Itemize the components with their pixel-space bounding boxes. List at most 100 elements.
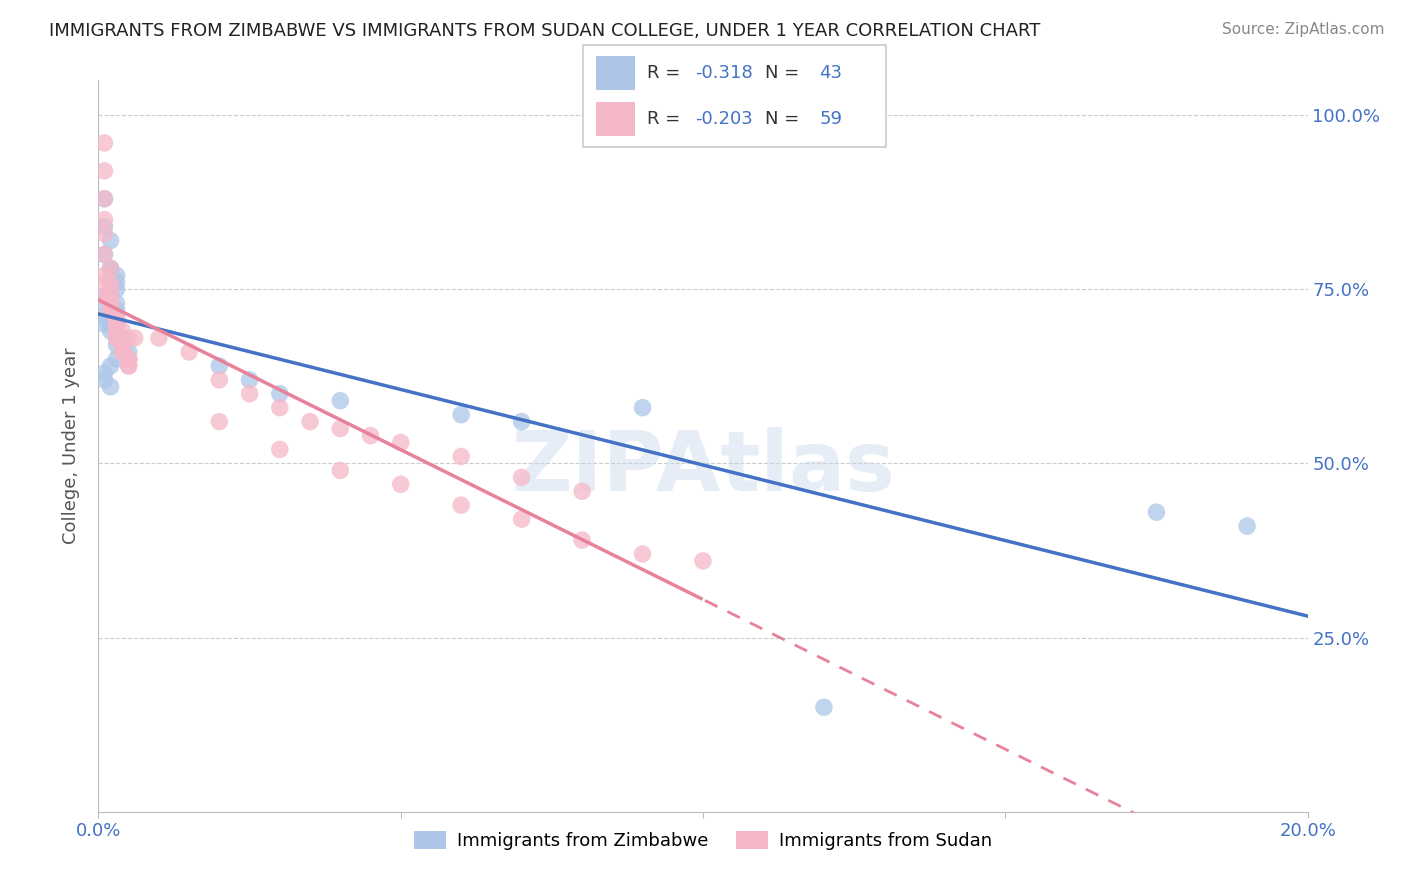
Point xyxy=(93,275,115,289)
Text: N =: N = xyxy=(765,110,804,128)
Point xyxy=(100,289,122,303)
Point xyxy=(93,192,115,206)
Point xyxy=(124,331,146,345)
Point xyxy=(105,303,128,318)
Point xyxy=(269,386,291,401)
Point xyxy=(329,463,352,477)
Point xyxy=(450,408,472,422)
Point xyxy=(389,435,412,450)
Point xyxy=(93,247,115,261)
Point xyxy=(100,261,122,276)
Point xyxy=(329,421,352,435)
Point xyxy=(148,331,170,345)
Text: -0.318: -0.318 xyxy=(696,64,754,82)
Point xyxy=(105,331,128,345)
Text: R =: R = xyxy=(647,64,686,82)
FancyBboxPatch shape xyxy=(583,45,886,147)
Legend: Immigrants from Zimbabwe, Immigrants from Sudan: Immigrants from Zimbabwe, Immigrants fro… xyxy=(406,823,1000,857)
Point xyxy=(111,338,134,352)
Point xyxy=(100,324,122,338)
Y-axis label: College, Under 1 year: College, Under 1 year xyxy=(62,348,80,544)
Point xyxy=(100,275,122,289)
Point xyxy=(118,351,141,366)
Point xyxy=(93,192,115,206)
Point xyxy=(813,700,835,714)
Point xyxy=(105,351,128,366)
Point xyxy=(93,366,115,380)
Bar xyxy=(596,102,636,136)
Point xyxy=(105,338,128,352)
Point xyxy=(100,303,122,318)
Bar xyxy=(596,56,636,90)
Point xyxy=(105,331,128,345)
Point xyxy=(118,331,141,345)
Point xyxy=(389,477,412,491)
Point xyxy=(93,227,115,241)
Point xyxy=(93,317,115,331)
Point xyxy=(571,533,593,547)
Point xyxy=(105,282,128,296)
Point xyxy=(105,324,128,338)
Point xyxy=(105,275,128,289)
Point xyxy=(105,317,128,331)
Point xyxy=(100,261,122,276)
Point xyxy=(105,317,128,331)
Text: Source: ZipAtlas.com: Source: ZipAtlas.com xyxy=(1222,22,1385,37)
Point xyxy=(93,164,115,178)
Point xyxy=(1236,519,1258,533)
Point xyxy=(93,373,115,387)
Point xyxy=(100,317,122,331)
Point xyxy=(631,547,654,561)
Point xyxy=(93,289,115,303)
Point xyxy=(111,324,134,338)
Point xyxy=(510,512,533,526)
Text: 59: 59 xyxy=(820,110,842,128)
Point xyxy=(100,296,122,310)
Point xyxy=(93,296,115,310)
Point xyxy=(93,268,115,283)
Point xyxy=(118,359,141,373)
Point xyxy=(100,359,122,373)
Point xyxy=(105,268,128,283)
Point xyxy=(510,470,533,484)
Text: ZIPAtlas: ZIPAtlas xyxy=(510,427,896,508)
Point xyxy=(111,331,134,345)
Point xyxy=(100,275,122,289)
Point xyxy=(269,442,291,457)
Text: N =: N = xyxy=(765,64,804,82)
Point xyxy=(360,428,382,442)
Point xyxy=(105,317,128,331)
Point xyxy=(100,234,122,248)
Point xyxy=(208,415,231,429)
Point xyxy=(100,380,122,394)
Point xyxy=(105,317,128,331)
Point xyxy=(208,373,231,387)
Point xyxy=(111,338,134,352)
Point xyxy=(105,310,128,325)
Point xyxy=(111,345,134,359)
Point xyxy=(118,345,141,359)
Point xyxy=(239,386,262,401)
Point xyxy=(692,554,714,568)
Text: 43: 43 xyxy=(820,64,842,82)
Point xyxy=(1144,505,1167,519)
Point xyxy=(100,296,122,310)
Point xyxy=(100,303,122,318)
Point xyxy=(100,282,122,296)
Point xyxy=(631,401,654,415)
Point xyxy=(450,450,472,464)
Point xyxy=(510,415,533,429)
Point xyxy=(239,373,262,387)
Point xyxy=(93,247,115,261)
Point xyxy=(118,359,141,373)
Point xyxy=(111,345,134,359)
Text: R =: R = xyxy=(647,110,686,128)
Point xyxy=(329,393,352,408)
Point xyxy=(100,303,122,318)
Point xyxy=(208,359,231,373)
Point xyxy=(100,261,122,276)
Point xyxy=(179,345,201,359)
Point xyxy=(105,310,128,325)
Point xyxy=(93,136,115,150)
Point xyxy=(111,345,134,359)
